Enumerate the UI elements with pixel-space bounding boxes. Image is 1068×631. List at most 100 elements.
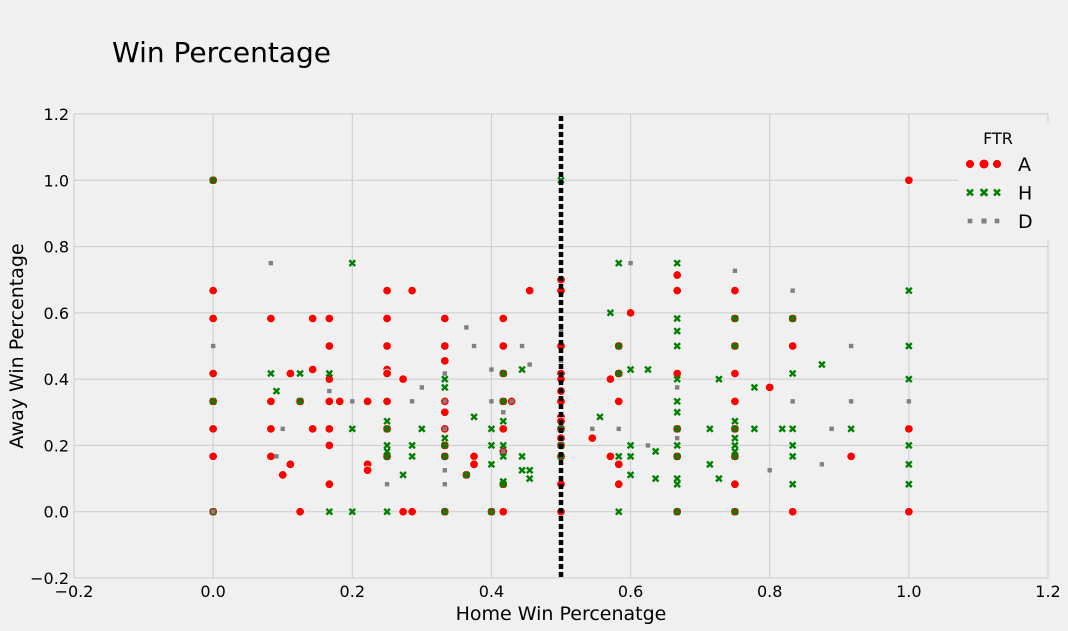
point-h bbox=[706, 425, 714, 433]
y-tick-label: 0.6 bbox=[44, 304, 69, 323]
point-a bbox=[625, 308, 636, 318]
point-h bbox=[706, 460, 714, 469]
point-h bbox=[383, 452, 391, 461]
y-tick-label: 1.2 bbox=[44, 105, 69, 124]
point-h bbox=[348, 259, 357, 267]
point-h bbox=[905, 460, 913, 469]
point-a bbox=[324, 479, 335, 489]
x-tick-label: 0.8 bbox=[757, 582, 782, 601]
point-a bbox=[295, 507, 305, 517]
x-tick-label: 0.0 bbox=[200, 582, 225, 601]
point-h bbox=[499, 397, 508, 406]
point-h bbox=[778, 425, 786, 433]
point-h bbox=[750, 425, 759, 433]
point-d bbox=[674, 385, 680, 390]
point-a bbox=[278, 470, 288, 480]
point-d bbox=[274, 454, 279, 459]
point-h bbox=[399, 471, 407, 479]
y-tick-label: 0.4 bbox=[44, 370, 69, 389]
point-a bbox=[382, 313, 392, 324]
point-h bbox=[788, 425, 797, 433]
point-d bbox=[268, 260, 274, 266]
y-tick-label: 0.0 bbox=[44, 503, 69, 522]
point-h bbox=[499, 369, 508, 378]
point-h bbox=[325, 507, 334, 516]
x-axis-label: Home Win Percenatge bbox=[456, 603, 667, 625]
point-h bbox=[673, 408, 681, 417]
point-h bbox=[499, 480, 508, 488]
point-d bbox=[419, 385, 425, 390]
point-h bbox=[673, 259, 681, 267]
point-d bbox=[819, 462, 825, 467]
point-a bbox=[208, 313, 218, 324]
point-h bbox=[383, 441, 391, 450]
y-tick-label: 0.2 bbox=[44, 436, 69, 455]
point-h bbox=[487, 507, 496, 516]
point-h bbox=[441, 507, 449, 516]
point-d bbox=[558, 328, 564, 334]
point-h bbox=[470, 413, 478, 421]
point-h bbox=[606, 309, 615, 317]
point-h bbox=[673, 375, 681, 383]
point-a bbox=[324, 396, 335, 407]
point-a bbox=[407, 507, 417, 517]
point-h bbox=[673, 480, 681, 488]
point-h bbox=[325, 369, 334, 378]
point-d bbox=[906, 399, 912, 404]
point-a bbox=[846, 451, 856, 462]
legend-label-d: D bbox=[1018, 211, 1033, 233]
point-a bbox=[208, 451, 218, 462]
point-a bbox=[335, 396, 345, 407]
point-a bbox=[266, 313, 276, 324]
point-a bbox=[382, 341, 392, 351]
point-h bbox=[644, 365, 652, 374]
point-a bbox=[730, 479, 740, 489]
point-h bbox=[418, 425, 426, 433]
point-a bbox=[614, 459, 624, 470]
y-tick-label: 1.0 bbox=[44, 171, 69, 190]
point-h bbox=[673, 507, 681, 516]
point-h bbox=[614, 342, 623, 350]
point-d bbox=[501, 449, 506, 454]
point-a bbox=[307, 364, 318, 375]
point-d bbox=[848, 399, 854, 404]
tick-labels: −0.2 0.0 0.2 0.4 0.6 0.8 1.0 1.2 −0.2 0.0 0.2 0.4 0.… bbox=[30, 105, 1061, 601]
point-h bbox=[518, 466, 526, 475]
point-a bbox=[605, 374, 616, 384]
legend-marker-d bbox=[981, 218, 987, 224]
point-h bbox=[525, 466, 534, 475]
point-a bbox=[498, 313, 508, 324]
point-h bbox=[905, 441, 913, 450]
point-a bbox=[765, 382, 775, 393]
point-d bbox=[829, 426, 834, 432]
x-tick-label: 0.4 bbox=[479, 582, 504, 601]
point-a bbox=[324, 341, 335, 351]
point-h bbox=[905, 286, 913, 295]
point-h bbox=[626, 441, 635, 450]
point-a bbox=[787, 341, 798, 351]
point-a bbox=[382, 285, 392, 296]
point-h bbox=[487, 460, 496, 469]
legend-label-a: A bbox=[1018, 154, 1031, 176]
point-h bbox=[731, 314, 739, 323]
point-d bbox=[509, 399, 514, 404]
point-h bbox=[596, 413, 604, 421]
point-h bbox=[731, 342, 739, 350]
point-h bbox=[651, 474, 660, 483]
point-h bbox=[731, 434, 739, 442]
legend-marker-h bbox=[979, 188, 989, 197]
point-h bbox=[383, 417, 391, 425]
point-a bbox=[382, 396, 392, 407]
x-tick-label: 1.0 bbox=[896, 582, 921, 601]
point-h bbox=[673, 441, 681, 450]
point-h bbox=[348, 507, 357, 516]
point-a bbox=[398, 374, 408, 384]
point-h bbox=[818, 360, 826, 369]
point-a bbox=[266, 424, 276, 434]
point-d bbox=[674, 435, 680, 441]
point-h bbox=[499, 452, 508, 461]
point-h bbox=[731, 452, 739, 461]
point-d bbox=[280, 426, 285, 432]
point-h bbox=[462, 471, 471, 479]
legend-marker-a bbox=[965, 159, 975, 169]
